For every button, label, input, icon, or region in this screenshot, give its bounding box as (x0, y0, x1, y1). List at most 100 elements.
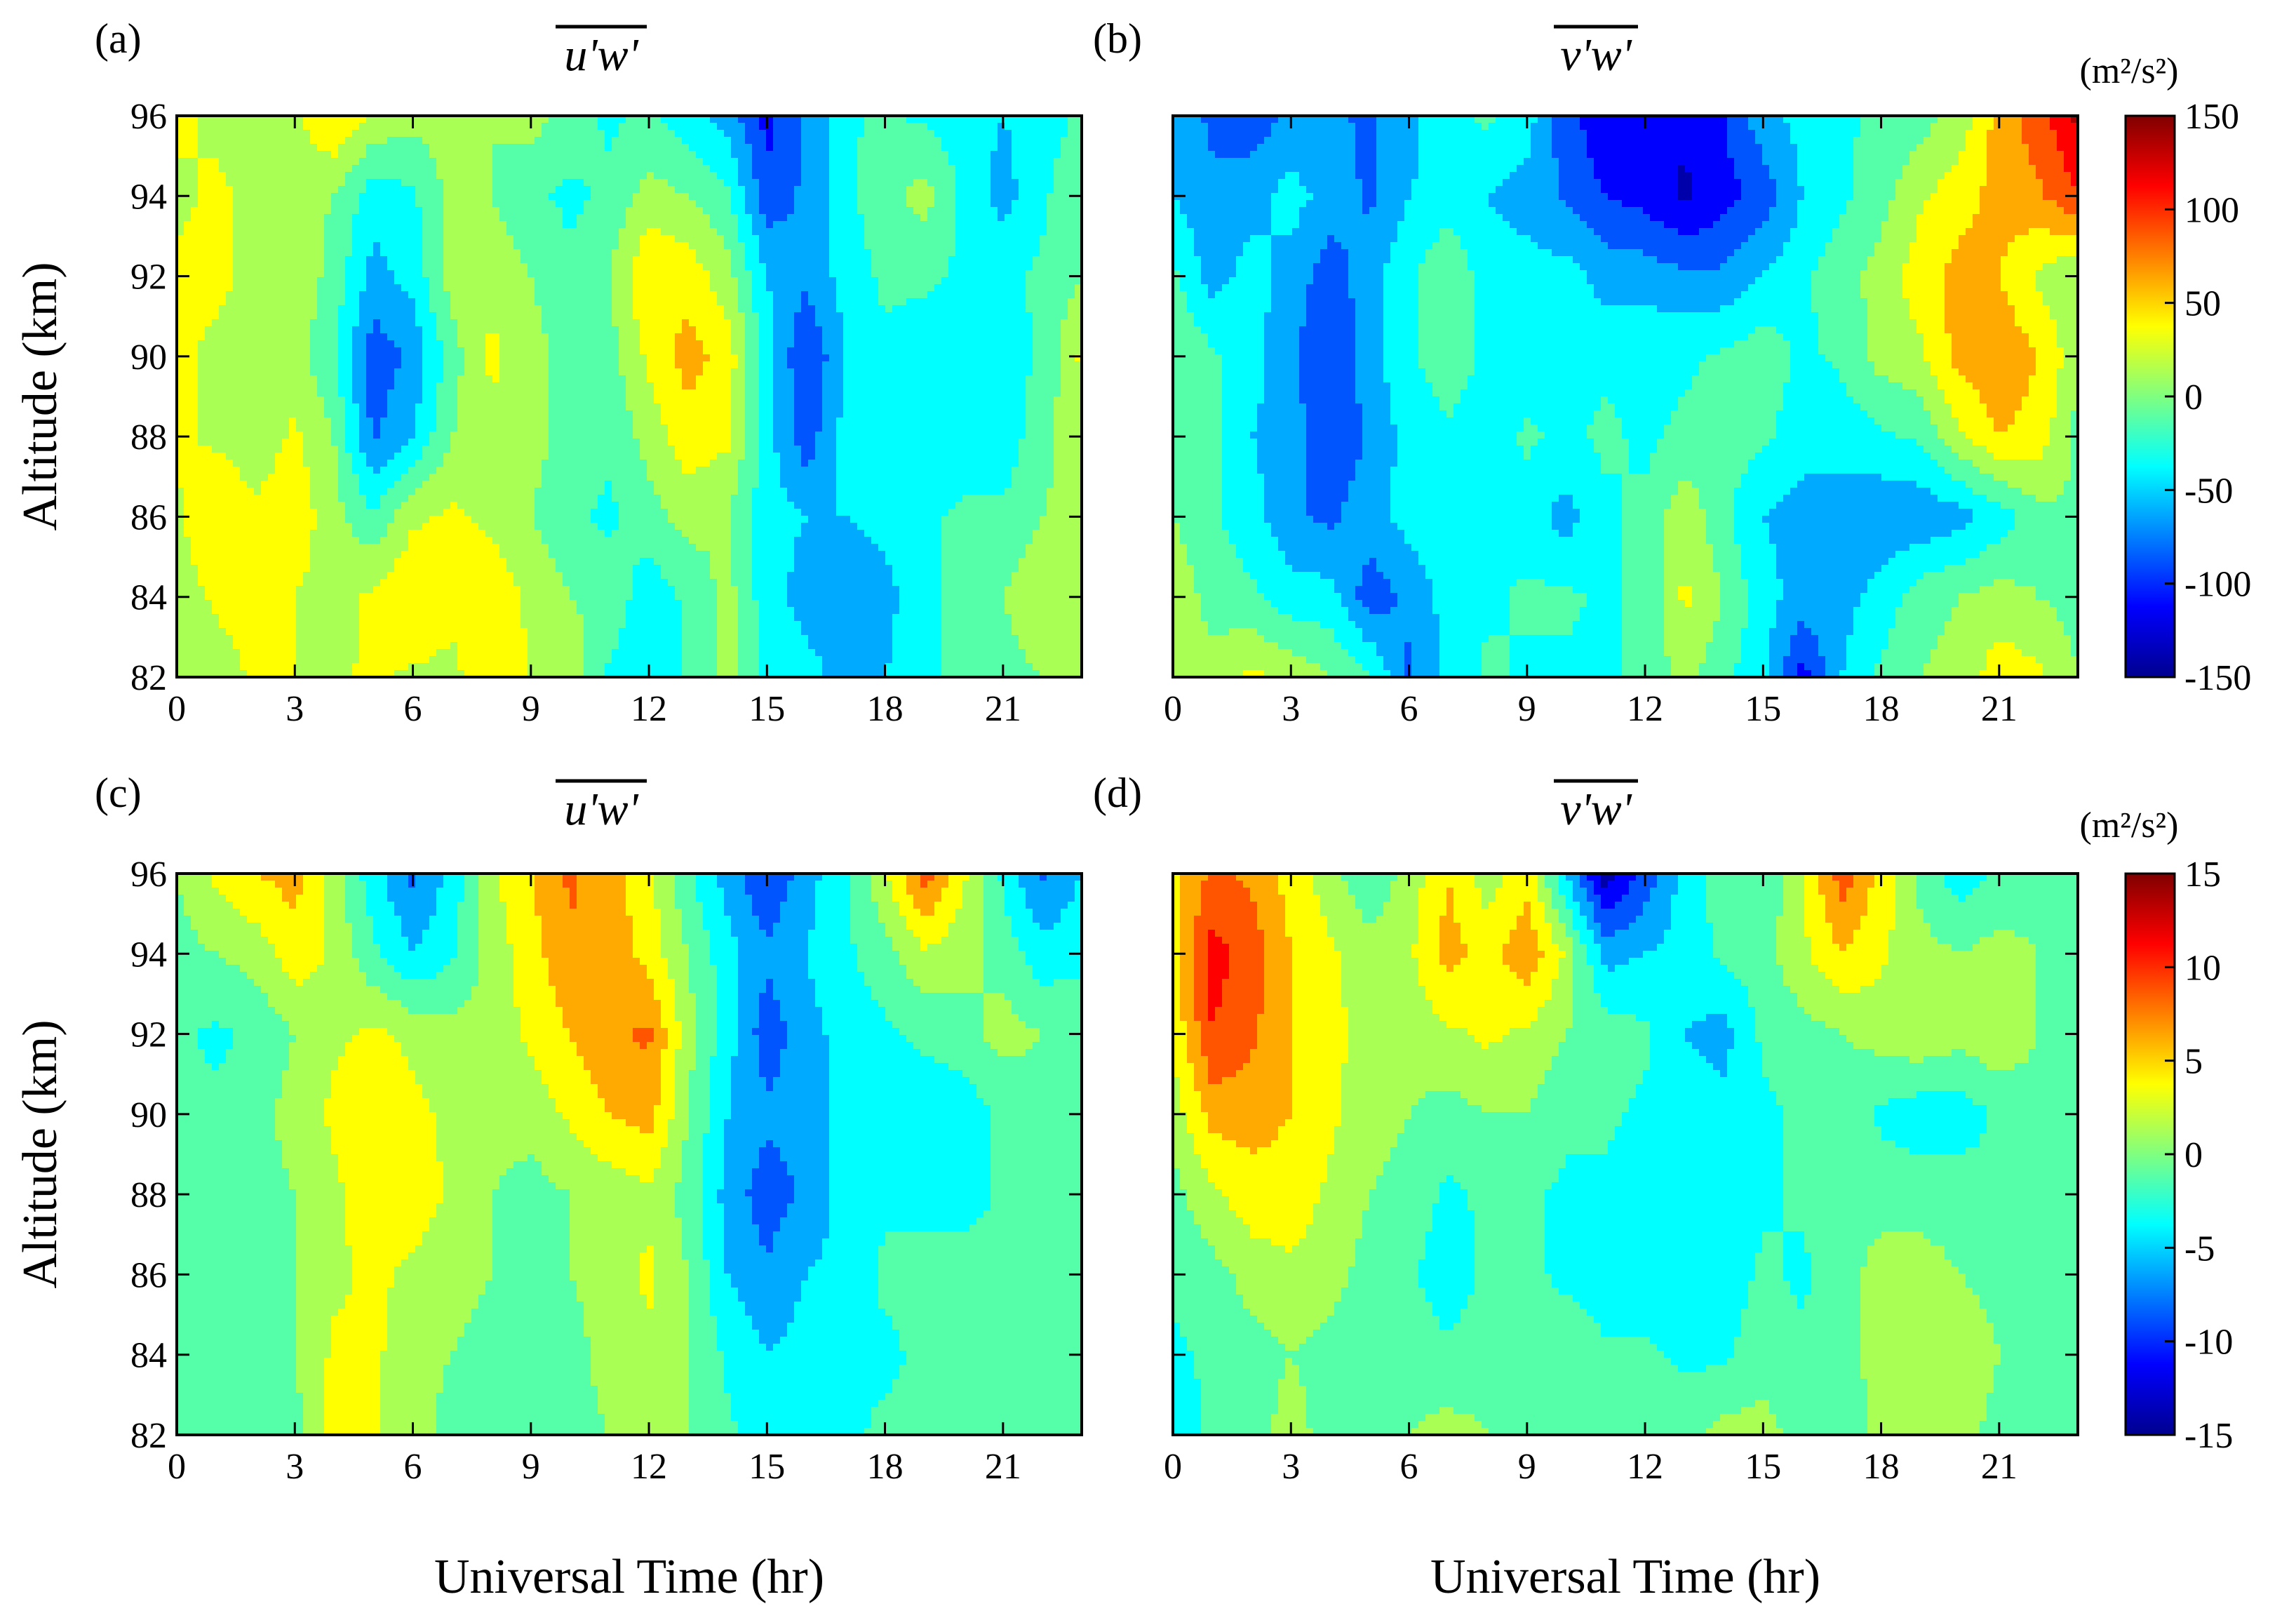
contour-cell (275, 144, 283, 152)
contour-cell (731, 123, 739, 131)
contour-cell (1054, 137, 1061, 145)
contour-cell (822, 130, 830, 138)
contour-cell (815, 123, 823, 131)
contour-cell (969, 137, 977, 145)
contour-cell (738, 123, 746, 131)
contour-cell (696, 137, 704, 145)
contour-cell (450, 137, 458, 145)
contour-cell (1068, 123, 1075, 131)
contour-cell (198, 137, 206, 145)
contour-cell (976, 130, 984, 138)
contour-cell (633, 123, 640, 131)
contour-cell (198, 130, 206, 138)
contour-cell (464, 144, 472, 152)
contour-cell (605, 137, 612, 145)
contour-cell (443, 144, 451, 152)
contour-cell (675, 123, 683, 131)
contour-cell (794, 123, 802, 131)
contour-cell (822, 137, 830, 145)
contour-cell (640, 130, 647, 138)
contour-cell (457, 137, 465, 145)
contour-cell (549, 130, 556, 138)
contour-cell (471, 123, 479, 131)
contour-cell (829, 123, 837, 131)
contour-cell (752, 130, 760, 138)
contour-cell (429, 137, 437, 145)
contour-cell (338, 123, 346, 131)
contour-cell (191, 130, 199, 138)
contour-cell (521, 144, 528, 152)
contour-cell (773, 137, 781, 145)
contour-cell (703, 123, 711, 131)
contour-cell (359, 130, 367, 138)
contour-cell (556, 144, 563, 152)
contour-cell (759, 130, 767, 138)
contour-cell (654, 130, 662, 138)
contour-cell (570, 130, 577, 138)
contour-cell (591, 137, 598, 145)
contour-cell (556, 137, 563, 145)
contour-cell (352, 130, 360, 138)
contour-cell (261, 137, 269, 145)
contour-cell (422, 144, 430, 152)
contour-cell (850, 130, 858, 138)
contour-cell (506, 123, 514, 131)
contour-cell (913, 123, 921, 131)
contour-cell (1026, 123, 1033, 131)
contour-cell (366, 123, 374, 131)
contour-cell (394, 130, 402, 138)
contour-cell (303, 137, 311, 145)
contour-cell (962, 130, 970, 138)
contour-cell (955, 137, 963, 145)
contour-cell (366, 144, 374, 152)
contour-cell (485, 137, 493, 145)
contour-cell (289, 144, 297, 152)
contour-cell (696, 123, 704, 131)
contour-cell (1061, 130, 1068, 138)
contour-cell (485, 123, 493, 131)
contour-cell (513, 130, 521, 138)
contour-cell (913, 137, 921, 145)
contour-cell (542, 144, 549, 152)
contour-cell (415, 137, 423, 145)
contour-cell (710, 137, 718, 145)
contour-cell (478, 130, 486, 138)
contour-cell (268, 123, 276, 131)
contour-cell (521, 137, 528, 145)
contour-cell (717, 123, 725, 131)
contour-cell (415, 130, 423, 138)
contour-cell (528, 137, 535, 145)
contour-cell (499, 144, 507, 152)
contour-cell (724, 130, 732, 138)
contour-cell (822, 123, 830, 131)
contour-cell (282, 137, 290, 145)
contour-cell (184, 144, 192, 152)
contour-cell (219, 137, 227, 145)
contour-cell (317, 144, 325, 152)
contour-cell (513, 144, 521, 152)
contour-cell (436, 130, 444, 138)
contour-cell (331, 130, 339, 138)
contour-cell (261, 144, 269, 152)
contour-cell (324, 130, 332, 138)
contour-cell (457, 144, 465, 152)
contour-cell (499, 123, 507, 131)
contour-cell (549, 144, 556, 152)
contour-cell (1005, 130, 1012, 138)
contour-cell (661, 130, 669, 138)
contour-cell (899, 123, 907, 131)
contour-cell (226, 144, 234, 152)
contour-cell (878, 137, 886, 145)
contour-cell (521, 123, 528, 131)
contour-cell (998, 130, 1005, 138)
contour-cell (584, 144, 591, 152)
contour-cell (191, 123, 199, 131)
contour-cell (492, 137, 500, 145)
contour-cell (457, 130, 465, 138)
contour-cell (1061, 123, 1068, 131)
contour-cell (436, 137, 444, 145)
contour-cell (422, 137, 430, 145)
contour-cell (633, 130, 640, 138)
contour-cell (191, 144, 199, 152)
contour-cell (261, 123, 269, 131)
